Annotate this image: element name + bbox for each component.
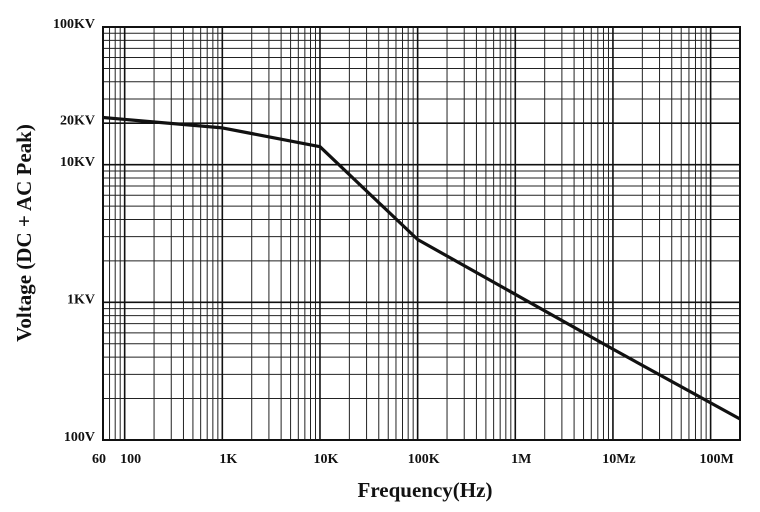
x-axis-title: Frequency(Hz) <box>358 478 493 502</box>
x-tick-label: 60 <box>92 452 106 467</box>
x-tick-label: 100 <box>120 452 141 467</box>
x-tick-label: 100K <box>408 452 440 467</box>
data-line <box>102 115 741 421</box>
x-tick-label: 1K <box>219 452 237 467</box>
x-tick-label: 10Mz <box>602 452 635 467</box>
y-tick-label: 10KV <box>60 155 95 170</box>
y-axis-title: Voltage (DC + AC Peak) <box>12 124 36 342</box>
y-tick-label: 20KV <box>60 113 95 128</box>
x-tick-label: 1M <box>511 452 531 467</box>
y-tick-label: 100V <box>64 430 95 445</box>
x-tick-label: 10K <box>314 452 339 467</box>
y-tick-label: 100KV <box>53 17 95 32</box>
plot-frame <box>102 26 741 441</box>
y-tick-label: 1KV <box>67 293 95 308</box>
x-tick-label: 100M <box>699 452 733 467</box>
